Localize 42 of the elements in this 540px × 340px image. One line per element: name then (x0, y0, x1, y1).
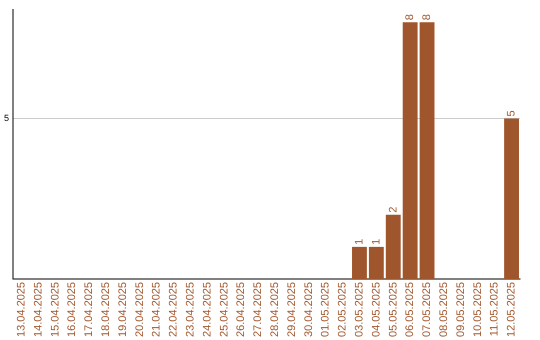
x-tick-label: 18.04.2025 (100, 282, 112, 338)
x-tick-label: 09.05.2025 (454, 282, 467, 338)
x-tick-label: 19.04.2025 (116, 282, 129, 338)
x-tick-label: 10.05.2025 (472, 282, 484, 338)
x-tick-label: 04.05.2025 (370, 282, 382, 338)
x-tick-label: 26.04.2025 (235, 282, 248, 338)
data-label: 5 (506, 110, 518, 116)
x-tick-label: 01.05.2025 (320, 282, 332, 338)
bar (402, 22, 418, 279)
x-tick-label: 22.04.2025 (168, 282, 180, 338)
x-tick-label: 25.04.2025 (218, 282, 230, 338)
x-tick-label: 16.04.2025 (66, 282, 78, 338)
x-tick-label: 21.04.2025 (150, 282, 163, 338)
x-tick-label: 03.05.2025 (353, 282, 366, 338)
data-label: 1 (370, 238, 382, 245)
x-tick-label: 23.04.2025 (184, 282, 196, 338)
x-tick-label: 08.05.2025 (438, 282, 450, 338)
x-tick-label: 29.04.2025 (286, 282, 298, 338)
x-tick-label: 24.04.2025 (201, 282, 214, 338)
x-tick-label: 11.05.2025 (488, 282, 501, 336)
data-label: 8 (421, 14, 434, 20)
bar (352, 246, 367, 279)
x-tick-label: 05.05.2025 (387, 282, 400, 338)
data-label: 1 (353, 238, 366, 245)
bar (504, 118, 519, 279)
data-label: 8 (404, 14, 416, 20)
x-tick-label: 12.05.2025 (506, 282, 518, 338)
x-tick-label: 06.05.2025 (404, 282, 416, 338)
x-tick-label: 14.04.2025 (32, 282, 44, 338)
x-tick-label: 28.04.2025 (268, 282, 281, 338)
x-tick-label: 30.04.2025 (302, 282, 315, 338)
bar (386, 214, 401, 279)
data-label: 2 (387, 206, 400, 213)
bar (420, 22, 434, 279)
bar (368, 246, 384, 279)
x-tick-label: 20.04.2025 (134, 282, 146, 338)
x-tick-label: 13.04.2025 (15, 282, 28, 338)
x-tick-label: 15.04.2025 (49, 282, 62, 338)
x-tick-label: 27.04.2025 (252, 282, 264, 338)
x-tick-label: 07.05.2025 (421, 282, 434, 338)
x-tick-label: 02.05.2025 (336, 282, 349, 338)
x-tick-label: 17.04.2025 (83, 282, 96, 338)
